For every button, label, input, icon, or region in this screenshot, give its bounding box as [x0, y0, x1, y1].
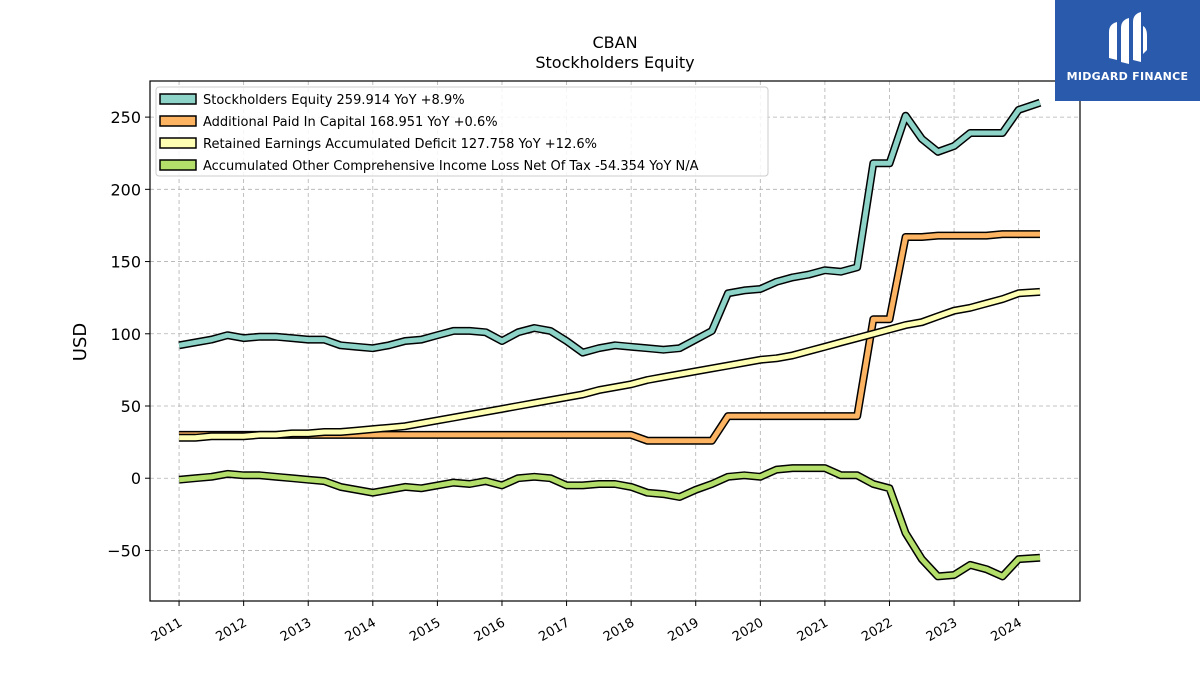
x-tick-label: 2014: [343, 615, 379, 645]
y-axis-label: USD: [70, 323, 91, 361]
y-tick-label: 200: [110, 180, 141, 199]
y-axis: −50 0 50 100 150 200 250: [107, 108, 150, 560]
y-tick-label: 0: [131, 469, 141, 488]
x-tick-label: 2016: [472, 615, 508, 645]
x-tick-label: 2017: [536, 615, 572, 645]
brand-logo: MIDGARD FINANCE: [1055, 0, 1200, 101]
legend-box: [155, 86, 769, 177]
legend-label-3: Accumulated Other Comprehensive Income L…: [203, 159, 699, 174]
plot-frame: [149, 80, 1081, 602]
legend: Stockholders Equity 259.914 YoY +8.9% Add…: [155, 86, 769, 177]
legend-swatch-1: [159, 115, 197, 127]
x-tick-label: 2013: [278, 615, 314, 645]
logo-mark-icon: [1109, 12, 1147, 64]
x-tick-label: 2020: [730, 615, 766, 645]
y-tick-label: 250: [110, 108, 141, 127]
x-tick-label: 2011: [149, 615, 185, 645]
legend-swatch-3: [159, 159, 197, 171]
x-tick-label: 2019: [666, 615, 702, 645]
legend-label-0: Stockholders Equity 259.914 YoY +8.9%: [203, 93, 465, 108]
x-tick-label: 2012: [213, 615, 249, 645]
x-tick-label: 2015: [407, 615, 443, 645]
chart-subtitle: Stockholders Equity: [535, 53, 694, 72]
legend-label-2: Retained Earnings Accumulated Deficit 12…: [203, 137, 597, 152]
x-tick-label: 2024: [988, 615, 1024, 645]
x-tick-label: 2022: [859, 615, 895, 645]
chart-title: CBAN: [592, 33, 637, 52]
legend-swatch-0: [159, 93, 197, 105]
x-tick-label: 2018: [601, 615, 637, 645]
series-line-3: [178, 465, 1041, 579]
brand-name: MIDGARD FINANCE: [1066, 70, 1189, 83]
y-tick-label: 100: [110, 325, 141, 344]
y-tick-label: 150: [110, 253, 141, 272]
y-tick-label: 50: [121, 397, 141, 416]
legend-swatch-2: [159, 137, 197, 149]
legend-label-1: Additional Paid In Capital 168.951 YoY +…: [203, 115, 498, 130]
series-line-0: [178, 100, 1041, 356]
series-line-2: [179, 289, 1041, 441]
x-axis: 2011 2012 2013 2014 2015 2016 2017 2018 2019 2020…: [149, 601, 1025, 645]
y-tick-label: −50: [107, 541, 141, 560]
x-tick-label: 2023: [924, 615, 960, 645]
series-lines: [178, 98, 1042, 581]
x-tick-label: 2021: [795, 615, 831, 645]
